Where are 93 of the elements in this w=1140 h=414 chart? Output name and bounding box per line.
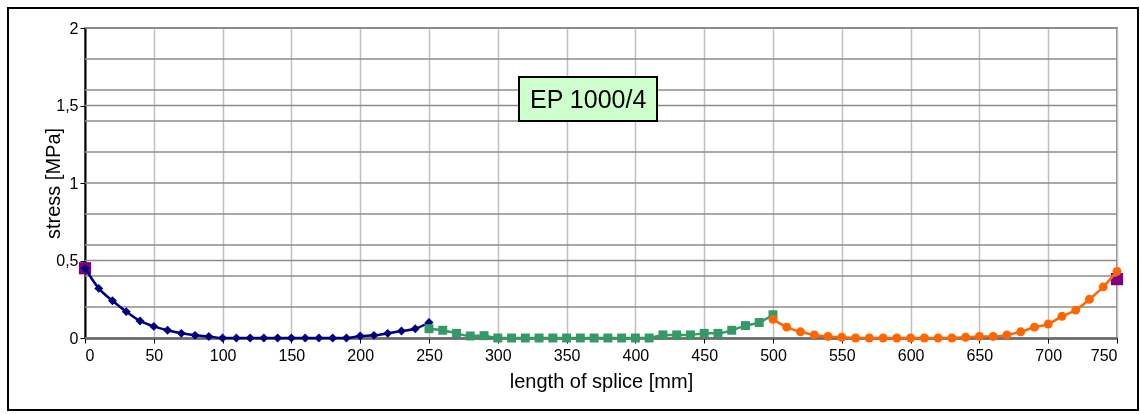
point (906, 333, 916, 343)
point (741, 321, 750, 331)
x-tick-label: 150 (278, 346, 306, 364)
point (465, 331, 475, 341)
point (961, 332, 971, 342)
point (397, 326, 406, 336)
point (259, 333, 269, 343)
x-tick-label: 200 (347, 346, 375, 364)
point (864, 333, 874, 343)
point (121, 307, 131, 317)
y-tick-label: 2 (69, 19, 79, 37)
point (988, 331, 998, 341)
point (424, 324, 434, 334)
point (1016, 327, 1026, 337)
point (630, 333, 640, 343)
y-tick-label: 1 (69, 174, 79, 192)
point (1002, 330, 1012, 340)
point (768, 314, 778, 324)
x-tick-label: 50 (145, 346, 164, 364)
point (204, 331, 214, 341)
point (520, 333, 530, 343)
x-tick-label: 700 (1035, 346, 1063, 364)
x-tick-label: 400 (622, 346, 650, 364)
x-tick-label: 300 (484, 346, 512, 364)
point (878, 333, 888, 343)
point (782, 322, 792, 332)
point (919, 333, 929, 343)
point (176, 328, 186, 338)
point (149, 321, 159, 331)
point (589, 333, 599, 343)
point (1071, 305, 1081, 315)
y-tick-label: 1,5 (56, 97, 79, 114)
point (135, 316, 145, 326)
point (933, 333, 943, 343)
point (713, 328, 723, 338)
point (809, 330, 819, 340)
point (1112, 266, 1122, 276)
point (1057, 311, 1067, 321)
point (644, 333, 654, 343)
point (493, 333, 503, 343)
y-tick-label: 0 (69, 329, 79, 347)
point (300, 333, 310, 343)
point (603, 333, 613, 343)
point (410, 324, 420, 334)
point (685, 330, 695, 340)
x-tick-label: 450 (691, 346, 719, 364)
point (369, 330, 379, 340)
x-tick-label: 350 (553, 346, 581, 364)
point (1085, 294, 1094, 304)
y-tick-label: 0,5 (56, 252, 79, 269)
point (314, 333, 324, 343)
point (548, 333, 558, 343)
point (575, 333, 585, 343)
point (754, 318, 764, 327)
point (974, 331, 984, 341)
point (383, 328, 393, 338)
point (108, 296, 117, 306)
point (892, 333, 902, 343)
x-tick-label: 0 (85, 346, 95, 364)
point (1029, 322, 1039, 332)
point (438, 325, 448, 335)
point (699, 328, 709, 338)
point (1043, 319, 1053, 329)
point (452, 328, 461, 338)
x-tick-label: 550 (828, 346, 856, 364)
point (190, 330, 200, 340)
point (163, 325, 173, 335)
x-tick-label: 500 (760, 346, 787, 364)
point (823, 331, 833, 341)
point (534, 333, 544, 343)
annotation: EP 1000/4 (518, 76, 659, 122)
x-tick-label: 650 (966, 346, 994, 364)
point (947, 333, 957, 343)
point (851, 333, 861, 343)
point (1098, 282, 1108, 292)
point (507, 333, 517, 343)
point (617, 333, 627, 343)
point (245, 333, 255, 343)
point (94, 283, 104, 293)
point (837, 332, 847, 342)
point (658, 330, 668, 340)
point (479, 331, 489, 341)
x-tick-label: 250 (416, 346, 443, 364)
point (796, 327, 805, 337)
x-axis-title: length of splice [mm] (509, 369, 694, 392)
x-tick-label: 100 (209, 346, 237, 364)
point (672, 330, 682, 340)
point (562, 333, 572, 343)
y-axis-title: stress [MPa] (42, 127, 65, 240)
x-tick-label: 750 (1090, 346, 1118, 364)
point (727, 325, 737, 335)
x-tick-label: 600 (897, 346, 925, 364)
point (355, 331, 365, 341)
